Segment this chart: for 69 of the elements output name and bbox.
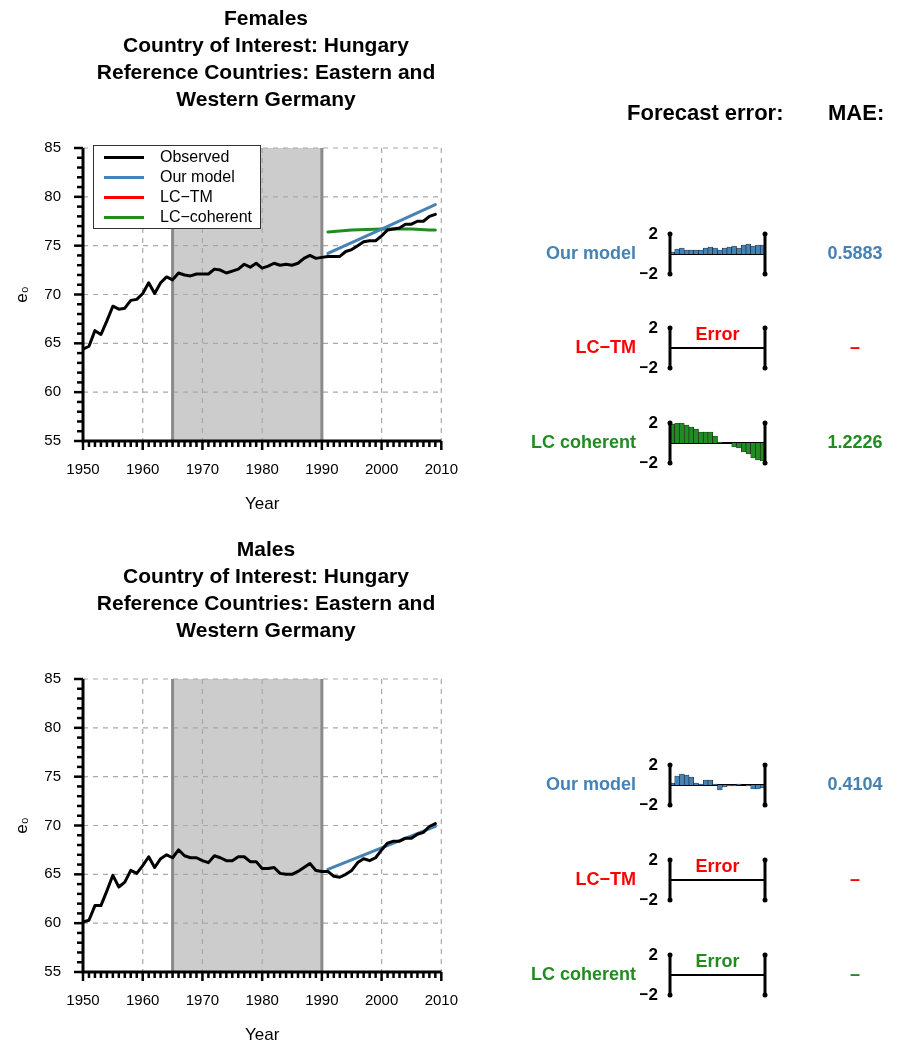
y-tick-label: −2	[638, 357, 658, 377]
text: Forecast error:	[627, 100, 784, 126]
annotation: Error	[695, 855, 740, 876]
y-tick-label: 55	[44, 431, 61, 449]
text: MAE:	[828, 100, 885, 126]
y-axis-title: e₀	[11, 286, 31, 303]
chart-subtitle: Country of Interest: Hungary Reference Countries: Eastern and Western Germany	[95, 32, 437, 112]
x-tick-label: 1980	[245, 460, 279, 478]
chart-title: Females	[222, 5, 310, 31]
x-tick-label: 1990	[305, 991, 339, 1009]
x-tick-label: 2000	[364, 460, 399, 478]
y-tick-label: 2	[648, 849, 658, 869]
y-tick-label: 55	[44, 962, 61, 980]
y-tick-label: 75	[44, 235, 61, 253]
legend-label: Our model	[160, 167, 235, 187]
y-tick-label: −2	[638, 984, 658, 1004]
series-label: Our model	[545, 773, 636, 794]
chart-title: Males	[235, 536, 297, 562]
y-tick-label: 70	[44, 284, 61, 302]
x-axis-title: Year	[244, 1025, 280, 1045]
y-tick-label: 2	[648, 944, 658, 964]
x-tick-label: 1970	[185, 460, 220, 478]
y-tick-label: −2	[638, 452, 658, 472]
y-tick-label: 60	[44, 913, 61, 931]
x-tick-label: 2000	[364, 991, 399, 1009]
y-tick-label: 85	[44, 138, 61, 156]
legend-label: Observed	[160, 147, 230, 167]
y-tick-label: 80	[44, 717, 61, 735]
x-axis-title: Year	[244, 494, 280, 514]
y-tick-label: 2	[648, 223, 658, 243]
text: 0.4104	[827, 773, 883, 794]
y-tick-label: −2	[638, 794, 658, 814]
series-label: Our model	[545, 242, 636, 263]
x-tick-label: 1990	[305, 460, 339, 478]
y-tick-label: 2	[648, 412, 658, 432]
chart-subtitle: Country of Interest: Hungary Reference Countries: Eastern and Western Germany	[95, 563, 437, 643]
legend-label: LC−coherent	[160, 207, 253, 227]
y-tick-label: 85	[44, 669, 61, 687]
x-tick-label: 1950	[66, 460, 100, 478]
legend-label: LC−TM	[160, 187, 213, 207]
y-tick-label: 60	[44, 382, 61, 400]
y-tick-label: 2	[648, 317, 658, 337]
x-tick-label: 1960	[126, 460, 160, 478]
annotation: Error	[695, 950, 740, 971]
legend-label: LC coherent	[530, 963, 636, 984]
legend-label: LC−TM	[575, 868, 636, 889]
text: –	[849, 963, 861, 984]
y-tick-label: 75	[44, 766, 61, 784]
text: –	[849, 868, 861, 889]
text: 1.2226	[827, 431, 883, 452]
y-axis-title: e₀	[11, 817, 31, 834]
y-tick-label: −2	[638, 889, 658, 909]
x-tick-label: 1960	[126, 991, 160, 1009]
y-tick-label: −2	[638, 263, 658, 283]
y-tick-label: 70	[44, 815, 61, 833]
text: –	[849, 336, 861, 357]
x-tick-label: 2010	[424, 460, 458, 478]
legend-label: LC−TM	[575, 336, 636, 357]
y-tick-label: 65	[44, 864, 61, 882]
y-tick-label: 80	[44, 186, 61, 204]
x-tick-label: 1950	[66, 991, 100, 1009]
x-tick-label: 1980	[245, 991, 279, 1009]
y-tick-label: 2	[648, 754, 658, 774]
series-label: LC coherent	[530, 431, 636, 452]
x-tick-label: 2010	[424, 991, 458, 1009]
text: 0.5883	[827, 242, 883, 263]
annotation: Error	[695, 323, 740, 344]
y-tick-label: 65	[44, 333, 61, 351]
x-tick-label: 1970	[185, 991, 220, 1009]
